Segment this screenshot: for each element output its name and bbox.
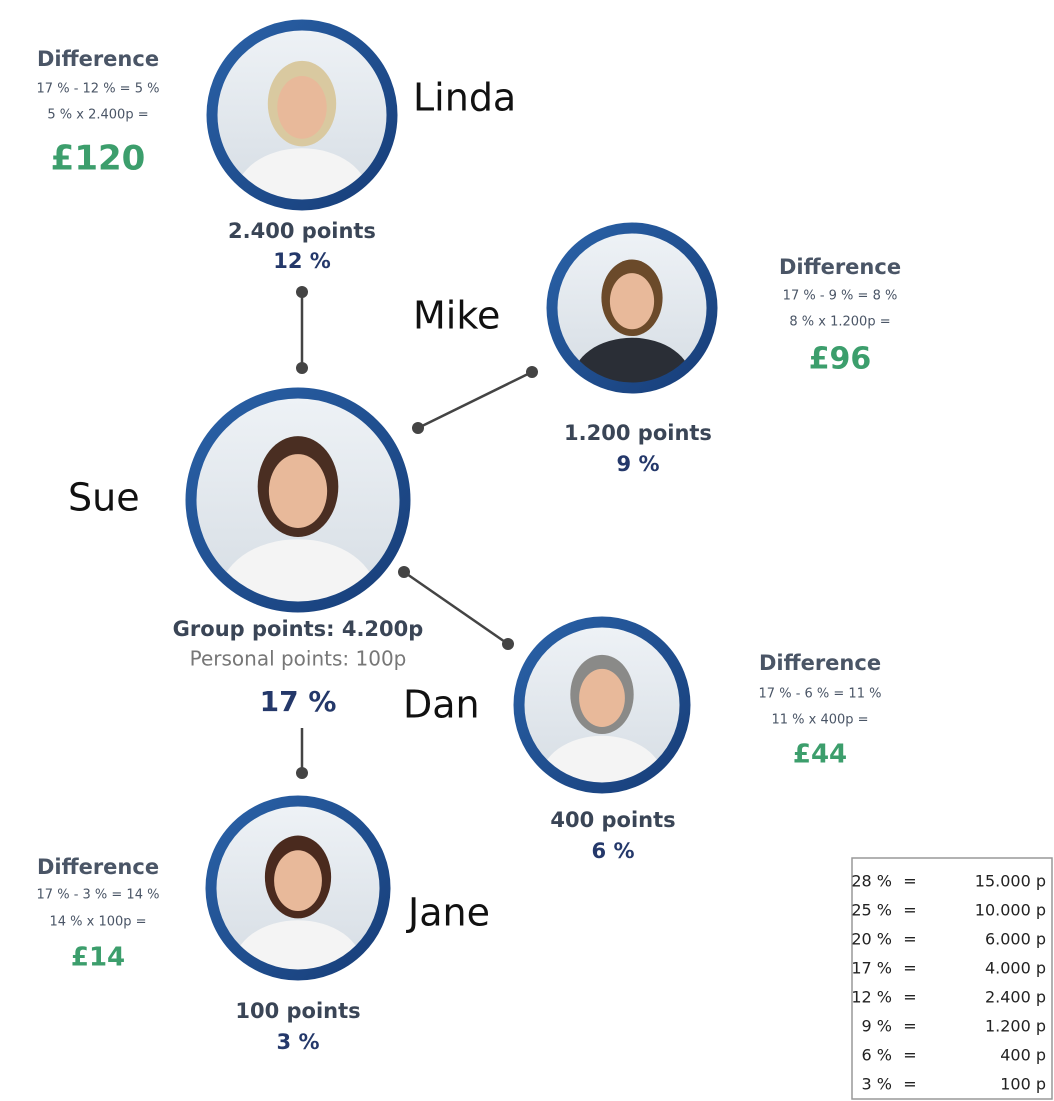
amount: £120 bbox=[51, 139, 146, 179]
avatar-photo bbox=[523, 626, 681, 824]
rate: 12 % bbox=[273, 249, 331, 273]
avatar bbox=[519, 622, 685, 824]
connector-dot bbox=[296, 767, 308, 779]
connector-dot bbox=[296, 286, 308, 298]
difference-line: 5 % x 2.400p = bbox=[47, 108, 148, 123]
table-rate: 20 % bbox=[851, 930, 892, 949]
rate: 3 % bbox=[277, 1030, 320, 1054]
avatar bbox=[212, 25, 392, 243]
amount: £44 bbox=[793, 740, 847, 770]
table-rate: 12 % bbox=[851, 988, 892, 1007]
table-equals: = bbox=[903, 901, 916, 920]
table-equals: = bbox=[903, 1017, 916, 1036]
table-rate: 28 % bbox=[851, 872, 892, 891]
difference-line: 11 % x 400p = bbox=[771, 713, 868, 728]
connector-dot bbox=[526, 366, 538, 378]
rate: 17 % bbox=[260, 685, 337, 718]
table-points: 4.000 p bbox=[985, 959, 1046, 978]
connector bbox=[418, 372, 532, 428]
connector-dot bbox=[412, 422, 424, 434]
face bbox=[579, 669, 625, 727]
points: 1.200 points bbox=[564, 421, 712, 445]
table-equals: = bbox=[903, 1075, 916, 1094]
face bbox=[269, 454, 327, 528]
personal-points: Personal points: 100p bbox=[190, 647, 407, 671]
difference-title: Difference bbox=[37, 47, 159, 71]
table-rate: 17 % bbox=[851, 959, 892, 978]
face bbox=[610, 273, 654, 329]
rate: 9 % bbox=[617, 452, 660, 476]
connector-dot bbox=[296, 362, 308, 374]
avatar-photo bbox=[215, 805, 381, 1012]
rate: 6 % bbox=[592, 839, 635, 863]
table-points: 400 p bbox=[1000, 1046, 1046, 1065]
person-name: Dan bbox=[403, 683, 480, 727]
table-points: 10.000 p bbox=[975, 901, 1046, 920]
difference-title: Difference bbox=[759, 651, 881, 675]
connector-dot bbox=[398, 566, 410, 578]
table-equals: = bbox=[903, 1046, 916, 1065]
table-rate: 3 % bbox=[862, 1075, 892, 1094]
table-points: 15.000 p bbox=[975, 872, 1046, 891]
avatar bbox=[211, 801, 385, 1012]
face bbox=[277, 76, 326, 139]
difference-line: 17 % - 9 % = 8 % bbox=[783, 289, 898, 304]
avatar-photo bbox=[195, 397, 401, 651]
avatar bbox=[191, 393, 405, 651]
difference-title: Difference bbox=[779, 255, 901, 279]
table-equals: = bbox=[903, 988, 916, 1007]
table-equals: = bbox=[903, 930, 916, 949]
table-points: 2.400 p bbox=[985, 988, 1046, 1007]
person-name: Mike bbox=[413, 294, 500, 338]
amount: £14 bbox=[71, 943, 125, 973]
face bbox=[274, 850, 322, 911]
avatar bbox=[552, 228, 712, 423]
difference-line: 14 % x 100p = bbox=[49, 915, 146, 930]
diagram: Sue Group points: 4.200p Personal points… bbox=[0, 0, 1054, 1101]
difference-line: 17 % - 12 % = 5 % bbox=[37, 82, 160, 97]
table-rate: 9 % bbox=[862, 1017, 892, 1036]
table-points: 6.000 p bbox=[985, 930, 1046, 949]
table-rate: 25 % bbox=[851, 901, 892, 920]
difference-line: 17 % - 6 % = 11 % bbox=[759, 687, 882, 702]
table-points: 1.200 p bbox=[985, 1017, 1046, 1036]
avatar-photo bbox=[216, 29, 388, 243]
table-points: 100 p bbox=[1000, 1075, 1046, 1094]
difference-line: 17 % - 3 % = 14 % bbox=[37, 888, 160, 903]
table-equals: = bbox=[903, 872, 916, 891]
table-rate: 6 % bbox=[862, 1046, 892, 1065]
difference-title: Difference bbox=[37, 855, 159, 879]
group-points: Group points: 4.200p bbox=[173, 617, 424, 641]
connector-dot bbox=[502, 638, 514, 650]
person-name: Linda bbox=[413, 76, 516, 120]
amount: £96 bbox=[809, 342, 872, 377]
table-equals: = bbox=[903, 959, 916, 978]
person-name: Jane bbox=[406, 891, 490, 935]
points: 2.400 points bbox=[228, 219, 376, 243]
avatar-photo bbox=[556, 232, 708, 423]
person-name: Sue bbox=[68, 476, 140, 520]
points: 400 points bbox=[550, 808, 675, 832]
points: 100 points bbox=[235, 999, 360, 1023]
difference-line: 8 % x 1.200p = bbox=[789, 315, 890, 330]
